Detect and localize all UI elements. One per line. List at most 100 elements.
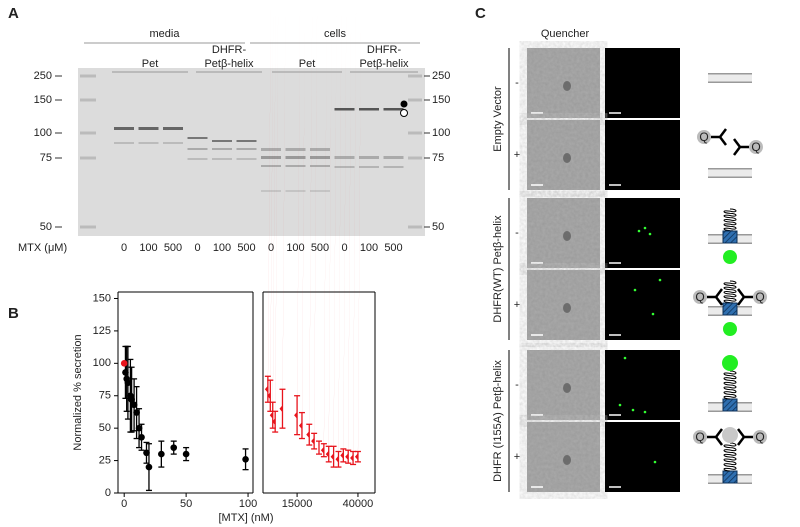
- gel-band: [138, 127, 159, 130]
- ladder-label: 150: [34, 94, 52, 106]
- row-group-label: Empty Vector: [492, 86, 504, 152]
- gel-band: [187, 158, 208, 160]
- gel-band: [359, 108, 379, 111]
- quencher-sign: +: [514, 299, 520, 311]
- subgroup-label: DHFR-: [212, 44, 247, 56]
- x-tick-label: 100: [239, 498, 257, 510]
- gel-band: [334, 108, 355, 111]
- cell-feature: [563, 153, 571, 163]
- x-tick-label: 15000: [282, 498, 313, 510]
- quencher: [753, 430, 767, 444]
- panel-label: C: [475, 5, 486, 22]
- ladder-band: [80, 131, 96, 135]
- marker-filled: [400, 100, 408, 108]
- beta-helix: [723, 442, 737, 472]
- gel-band: [310, 165, 330, 167]
- gel-band: [383, 166, 404, 168]
- gel-band: [163, 142, 183, 144]
- x-tick-label: 0: [121, 498, 127, 510]
- gel-band: [114, 142, 134, 144]
- cell-feature: [563, 231, 571, 241]
- y-tick-label: 50: [99, 422, 111, 434]
- quencher-linker: [707, 288, 723, 306]
- ladder-band: [80, 156, 96, 160]
- fluorescence-image: [605, 120, 680, 190]
- fluorescence-image: [605, 48, 680, 118]
- quencher-linker: [707, 428, 723, 446]
- marker-open: [400, 109, 408, 117]
- ladder-band: [408, 225, 422, 229]
- ladder-band: [408, 156, 422, 160]
- gel-band: [212, 140, 232, 142]
- mtx-label: MTX (μM): [18, 242, 67, 254]
- ladder-label: 250: [34, 70, 52, 82]
- fluorescent-spot: [653, 460, 657, 464]
- quencher-label: Q: [699, 130, 708, 144]
- fluorescent-spot: [633, 288, 637, 292]
- quencher-label: Q: [751, 140, 760, 154]
- gel-band: [285, 156, 306, 159]
- fluorescence-image: [605, 270, 680, 340]
- lane-label: 100: [286, 242, 304, 254]
- lane-label: 500: [164, 242, 182, 254]
- point: [143, 449, 150, 457]
- quencher: [693, 430, 707, 444]
- lane-label: 100: [213, 242, 231, 254]
- subgroup-label: Pet: [299, 58, 316, 70]
- fluorescent-spot: [648, 232, 652, 236]
- y-tick-label: 125: [93, 325, 111, 337]
- cell-feature: [563, 303, 571, 313]
- ladder-band: [80, 74, 96, 78]
- quencher: [693, 290, 707, 304]
- quencher-label: Q: [695, 430, 704, 444]
- gel-band: [334, 166, 355, 168]
- gel-band: [310, 190, 330, 192]
- lane-label: 500: [237, 242, 255, 254]
- gel-band: [285, 190, 306, 192]
- gel-band: [138, 142, 159, 144]
- gel-band: [236, 158, 257, 160]
- row-group-label: DHFR(WT) Petβ-helix: [492, 215, 504, 323]
- ladder-label: 75: [432, 152, 444, 164]
- subgroup-label: Pet: [142, 58, 159, 70]
- cell-feature: [563, 81, 571, 91]
- column-header: Quencher: [541, 28, 590, 40]
- quencher: [749, 140, 763, 154]
- gel-band: [187, 137, 208, 139]
- cell-feature: [563, 455, 571, 465]
- group-label: cells: [324, 28, 347, 40]
- membrane-fill: [708, 169, 752, 177]
- fluorescence-image: [605, 422, 680, 492]
- fluorescent-spot: [643, 410, 647, 414]
- y-tick-label: 25: [99, 454, 111, 466]
- gel-band: [236, 140, 257, 142]
- ladder-label: 250: [432, 70, 450, 82]
- gel-band: [285, 165, 306, 167]
- ladder-label: 150: [432, 94, 450, 106]
- ladder-band: [408, 98, 422, 102]
- gel-band: [212, 148, 232, 150]
- membrane-fill: [708, 74, 752, 82]
- lane-label: 100: [360, 242, 378, 254]
- gfp: [723, 250, 737, 264]
- point: [138, 433, 145, 441]
- fluorescent-spot: [618, 403, 622, 407]
- x-tick-label: 40000: [343, 498, 374, 510]
- gel-band: [359, 166, 379, 168]
- ladder-band: [80, 98, 96, 102]
- dhfr: [722, 470, 738, 484]
- gel-band: [163, 127, 183, 130]
- subgroup-label: DHFR-: [367, 44, 402, 56]
- y-tick-label: 150: [93, 292, 111, 304]
- fluorescent-spot: [631, 408, 635, 412]
- gel-band: [236, 148, 257, 150]
- y-tick-label: 0: [105, 487, 111, 499]
- fluorescent-spot: [623, 356, 627, 360]
- gel-band: [383, 156, 404, 159]
- ladder-label: 100: [34, 127, 52, 139]
- group-label: media: [150, 28, 181, 40]
- quencher-linker: [737, 428, 753, 446]
- fluorescent-spot: [651, 312, 655, 316]
- quencher-linker: [733, 138, 749, 156]
